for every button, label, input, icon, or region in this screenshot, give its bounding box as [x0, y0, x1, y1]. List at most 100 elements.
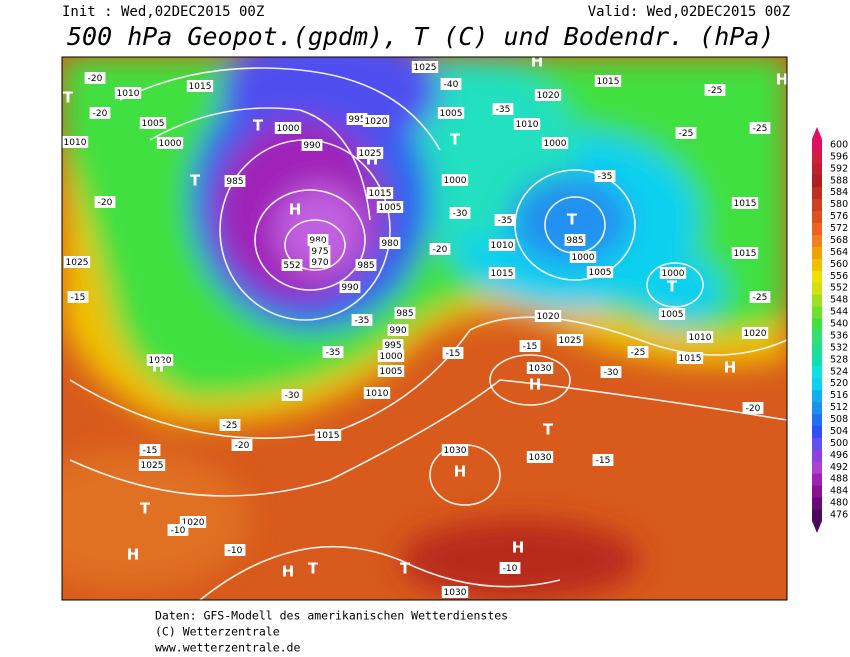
pressure-center: H	[152, 358, 165, 376]
colorbar-label: 592	[830, 163, 848, 174]
label-box	[592, 454, 614, 466]
label-box	[731, 247, 759, 259]
map-label: 985	[396, 309, 413, 319]
colorbar-label: 560	[830, 259, 848, 270]
map-label: -30	[453, 209, 468, 219]
label-box	[307, 234, 329, 246]
label-box	[356, 147, 384, 159]
map-label: -35	[498, 216, 513, 226]
colorbar-label: 476	[830, 510, 848, 521]
pressure-center: H	[282, 563, 295, 581]
label-box	[556, 334, 584, 346]
label-box	[89, 107, 111, 119]
label-box	[519, 340, 541, 352]
colorbar-swatch	[812, 222, 822, 236]
colorbar-label: 516	[830, 390, 848, 401]
label-box	[441, 586, 469, 598]
label-box	[564, 234, 586, 246]
map-label: -30	[604, 368, 619, 378]
colorbar-swatch	[812, 449, 822, 462]
label-box	[534, 89, 562, 101]
colorbar-label: 580	[830, 199, 848, 210]
map-label: -20	[98, 198, 113, 208]
label-box	[377, 365, 405, 377]
colorbar-swatch	[812, 162, 822, 176]
label-box	[309, 245, 331, 257]
map-label: -10	[503, 564, 518, 574]
map-label: 1020	[149, 356, 172, 366]
map-label: 1025	[66, 258, 89, 268]
pressure-center: H	[531, 53, 544, 71]
label-box	[594, 75, 622, 87]
label-box	[366, 187, 394, 199]
valid-time: Valid: Wed,02DEC2015 00Z	[588, 4, 790, 20]
label-box	[224, 175, 246, 187]
pressure-center: T	[308, 560, 319, 578]
label-box	[63, 256, 91, 268]
label-box	[449, 207, 471, 219]
colorbar-swatch	[812, 318, 822, 331]
map-label: 1020	[537, 91, 560, 101]
pressure-center: T	[543, 421, 554, 439]
map-label: 1015	[734, 199, 757, 209]
map-label: -35	[355, 316, 370, 326]
map-label: 1010	[366, 389, 389, 399]
map-label: 1020	[744, 329, 767, 339]
pressure-center: H	[127, 546, 140, 564]
label-box	[749, 122, 771, 134]
label-box	[94, 196, 116, 208]
map-label: -35	[326, 348, 341, 358]
map-label: 1000	[380, 352, 403, 362]
map-label: -25	[753, 293, 768, 303]
map-label: 1025	[414, 63, 437, 73]
label-box	[659, 267, 687, 279]
colorbar-swatch	[812, 198, 822, 212]
map-label: 1005	[589, 268, 612, 278]
map-label: -15	[596, 456, 611, 466]
label-box	[488, 267, 516, 279]
map-label: 1015	[679, 354, 702, 364]
map-label: 1000	[277, 124, 300, 134]
map-label: 1000	[662, 269, 685, 279]
map-label: 990	[341, 283, 358, 293]
label-box	[441, 174, 469, 186]
colorbar-label: 520	[830, 378, 848, 389]
map-title: 500 hPa Geopot.(gpdm), T (C) und Bodendr…	[67, 22, 774, 51]
map-label: -15	[446, 349, 461, 359]
colorbar-label: 600	[830, 140, 848, 151]
map-label: -15	[71, 293, 86, 303]
colorbar-label: 564	[830, 247, 848, 258]
map-label: 975	[311, 247, 328, 257]
pressure-center: T	[253, 117, 264, 135]
map-label: -20	[433, 245, 448, 255]
label-box	[441, 444, 469, 456]
colorbar-swatch	[812, 294, 822, 307]
colorbar-label: 572	[830, 223, 848, 234]
label-box	[586, 266, 614, 278]
colorbar-swatch	[812, 174, 822, 188]
map-label: 995	[384, 341, 401, 351]
label-box	[301, 139, 323, 151]
map-label: 1010	[516, 120, 539, 130]
label-box	[488, 239, 516, 251]
colorbar-label: 504	[830, 426, 848, 437]
colorbar-swatch	[812, 353, 822, 367]
colorbar: 4764804844884924965005045085125165205245…	[812, 127, 848, 533]
colorbar-arrow	[812, 127, 822, 140]
map-label: -20	[746, 404, 761, 414]
map-label: 1025	[141, 461, 164, 471]
pressure-center: T	[313, 239, 324, 257]
label-box	[351, 314, 373, 326]
label-box	[494, 214, 516, 226]
map-label: -10	[171, 526, 186, 536]
map-label: 1005	[661, 310, 684, 320]
map-label: 1015	[189, 82, 212, 92]
label-box	[429, 243, 451, 255]
colorbar-swatch	[812, 473, 822, 486]
colorbar-label: 568	[830, 235, 848, 246]
label-box	[219, 419, 241, 431]
label-box	[138, 459, 166, 471]
